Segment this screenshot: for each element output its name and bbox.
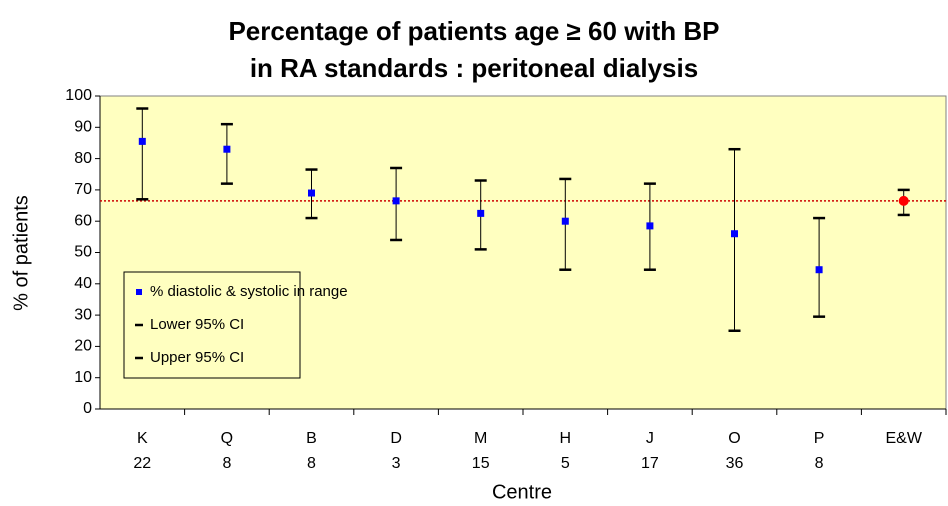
x-tick-label: K: [137, 430, 148, 447]
x-tick-label: M: [474, 430, 487, 447]
x-tick-label: H: [560, 430, 572, 447]
legend-swatch: [136, 289, 142, 295]
y-tick-label: 30: [74, 306, 92, 323]
x-tick-label: E&W: [885, 430, 922, 447]
point: [561, 217, 569, 225]
y-tick-label: 50: [74, 244, 92, 261]
y-axis-title: % of patients: [10, 195, 32, 311]
y-tick-label: 20: [74, 338, 92, 355]
x-tick-label: J: [646, 430, 654, 447]
y-tick-label: 40: [74, 275, 92, 292]
point: [731, 230, 738, 238]
x-tick-count: 8: [815, 455, 824, 472]
x-tick-label: P: [814, 430, 825, 447]
y-tick-label: 10: [74, 369, 92, 386]
y-tick-label: 80: [74, 150, 92, 167]
y-tick-label: 0: [83, 400, 92, 417]
x-tick-label: B: [306, 430, 317, 447]
x-tick-label: D: [390, 430, 402, 447]
point: [898, 195, 909, 206]
x-tick-count: 8: [307, 455, 316, 472]
point: [308, 189, 315, 197]
x-tick-label: Q: [221, 430, 233, 447]
x-tick-count: 22: [133, 455, 151, 472]
point: [223, 145, 231, 153]
point: [477, 209, 485, 217]
x-tick-count: 5: [561, 455, 570, 472]
point: [392, 197, 400, 205]
legend: [123, 271, 301, 379]
x-tick-count: 8: [222, 455, 231, 472]
chart-title: in RA standards : peritoneal dialysis: [250, 53, 698, 83]
legend-label: Lower 95% CI: [150, 316, 244, 333]
x-tick-label: O: [728, 430, 740, 447]
x-tick-count: 15: [472, 455, 490, 472]
x-tick-count: 36: [726, 455, 744, 472]
y-tick-label: 90: [74, 119, 92, 136]
chart-title: Percentage of patients age ≥ 60 with BP: [228, 16, 719, 46]
point: [815, 266, 823, 274]
x-tick-count: 3: [392, 455, 401, 472]
point: [138, 137, 146, 145]
point: [646, 222, 654, 230]
x-tick-count: 17: [641, 455, 659, 472]
x-axis-title: Centre: [492, 481, 552, 503]
legend-label: % diastolic & systolic in range: [150, 283, 348, 300]
y-tick-label: 70: [74, 181, 92, 198]
legend-label: Upper 95% CI: [150, 349, 244, 366]
y-tick-label: 60: [74, 212, 92, 229]
y-tick-label: 100: [65, 87, 92, 104]
